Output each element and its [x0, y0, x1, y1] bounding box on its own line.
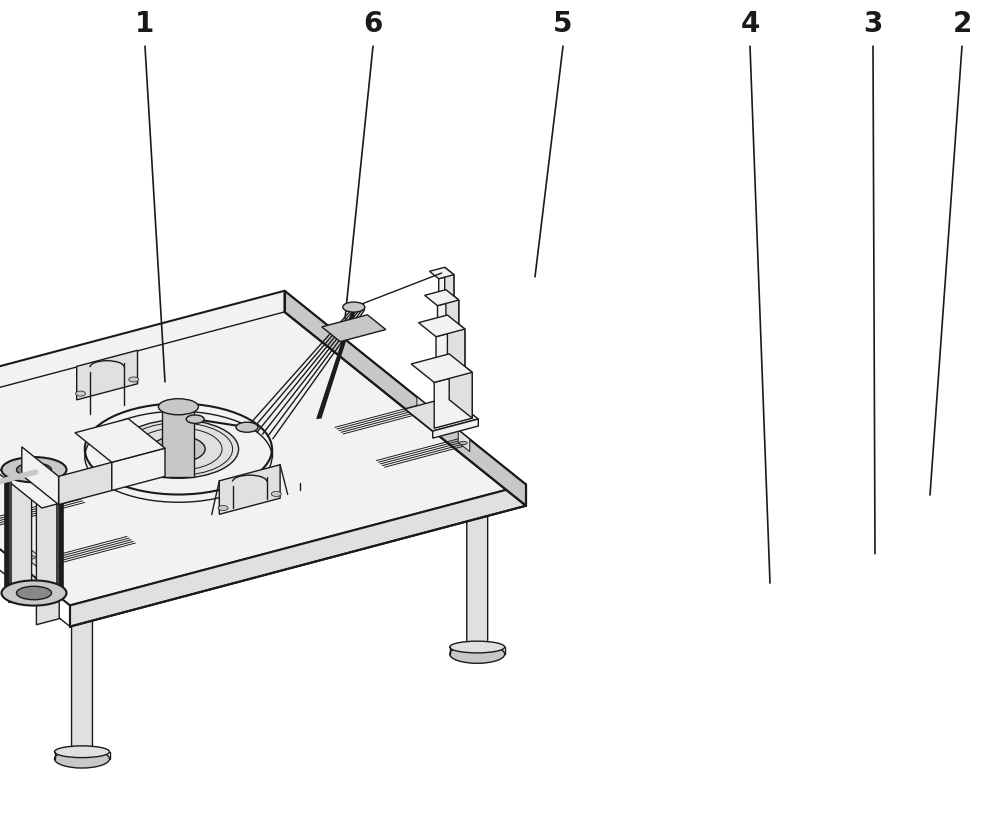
- Polygon shape: [446, 289, 459, 328]
- Polygon shape: [419, 315, 465, 336]
- Polygon shape: [438, 300, 459, 334]
- Ellipse shape: [245, 481, 300, 499]
- Polygon shape: [429, 268, 454, 279]
- Text: 6: 6: [363, 10, 383, 38]
- Polygon shape: [70, 485, 526, 627]
- Ellipse shape: [28, 555, 36, 559]
- Polygon shape: [22, 447, 59, 504]
- Ellipse shape: [186, 415, 204, 424]
- Polygon shape: [458, 430, 470, 451]
- Polygon shape: [112, 448, 165, 491]
- Polygon shape: [77, 351, 137, 400]
- Ellipse shape: [271, 492, 281, 497]
- Polygon shape: [411, 354, 472, 383]
- Polygon shape: [447, 315, 465, 372]
- Ellipse shape: [343, 302, 365, 312]
- Ellipse shape: [54, 749, 110, 768]
- Ellipse shape: [16, 463, 52, 477]
- Polygon shape: [322, 315, 386, 341]
- Ellipse shape: [218, 505, 228, 510]
- Ellipse shape: [76, 391, 86, 396]
- Ellipse shape: [158, 399, 198, 414]
- Polygon shape: [433, 419, 478, 438]
- Polygon shape: [449, 354, 472, 418]
- Polygon shape: [72, 601, 92, 754]
- Polygon shape: [9, 473, 32, 602]
- Ellipse shape: [118, 420, 239, 478]
- Ellipse shape: [418, 408, 426, 411]
- Ellipse shape: [2, 457, 66, 482]
- Ellipse shape: [152, 436, 205, 462]
- Ellipse shape: [245, 477, 300, 488]
- Ellipse shape: [450, 645, 505, 664]
- Ellipse shape: [236, 422, 258, 432]
- Polygon shape: [262, 332, 283, 486]
- Polygon shape: [0, 291, 526, 606]
- Polygon shape: [285, 291, 526, 506]
- Polygon shape: [467, 497, 488, 650]
- Text: 4: 4: [740, 10, 760, 38]
- Ellipse shape: [16, 586, 52, 600]
- Polygon shape: [0, 463, 72, 508]
- Polygon shape: [434, 373, 472, 428]
- Text: 3: 3: [863, 10, 883, 38]
- Text: 1: 1: [135, 10, 155, 38]
- Polygon shape: [36, 495, 59, 625]
- Polygon shape: [9, 473, 59, 502]
- Polygon shape: [25, 545, 37, 566]
- Polygon shape: [445, 268, 454, 300]
- Ellipse shape: [54, 746, 110, 758]
- Polygon shape: [162, 407, 194, 477]
- Ellipse shape: [129, 377, 139, 382]
- Ellipse shape: [459, 441, 467, 445]
- Polygon shape: [75, 419, 165, 462]
- Text: 5: 5: [553, 10, 573, 38]
- Polygon shape: [436, 329, 465, 379]
- Ellipse shape: [85, 404, 272, 494]
- Polygon shape: [417, 397, 428, 419]
- Polygon shape: [425, 289, 459, 305]
- Ellipse shape: [2, 581, 66, 606]
- Text: 2: 2: [952, 10, 972, 38]
- Polygon shape: [219, 465, 280, 514]
- Ellipse shape: [450, 641, 505, 653]
- Polygon shape: [439, 274, 454, 304]
- Polygon shape: [59, 462, 112, 504]
- Polygon shape: [405, 397, 478, 431]
